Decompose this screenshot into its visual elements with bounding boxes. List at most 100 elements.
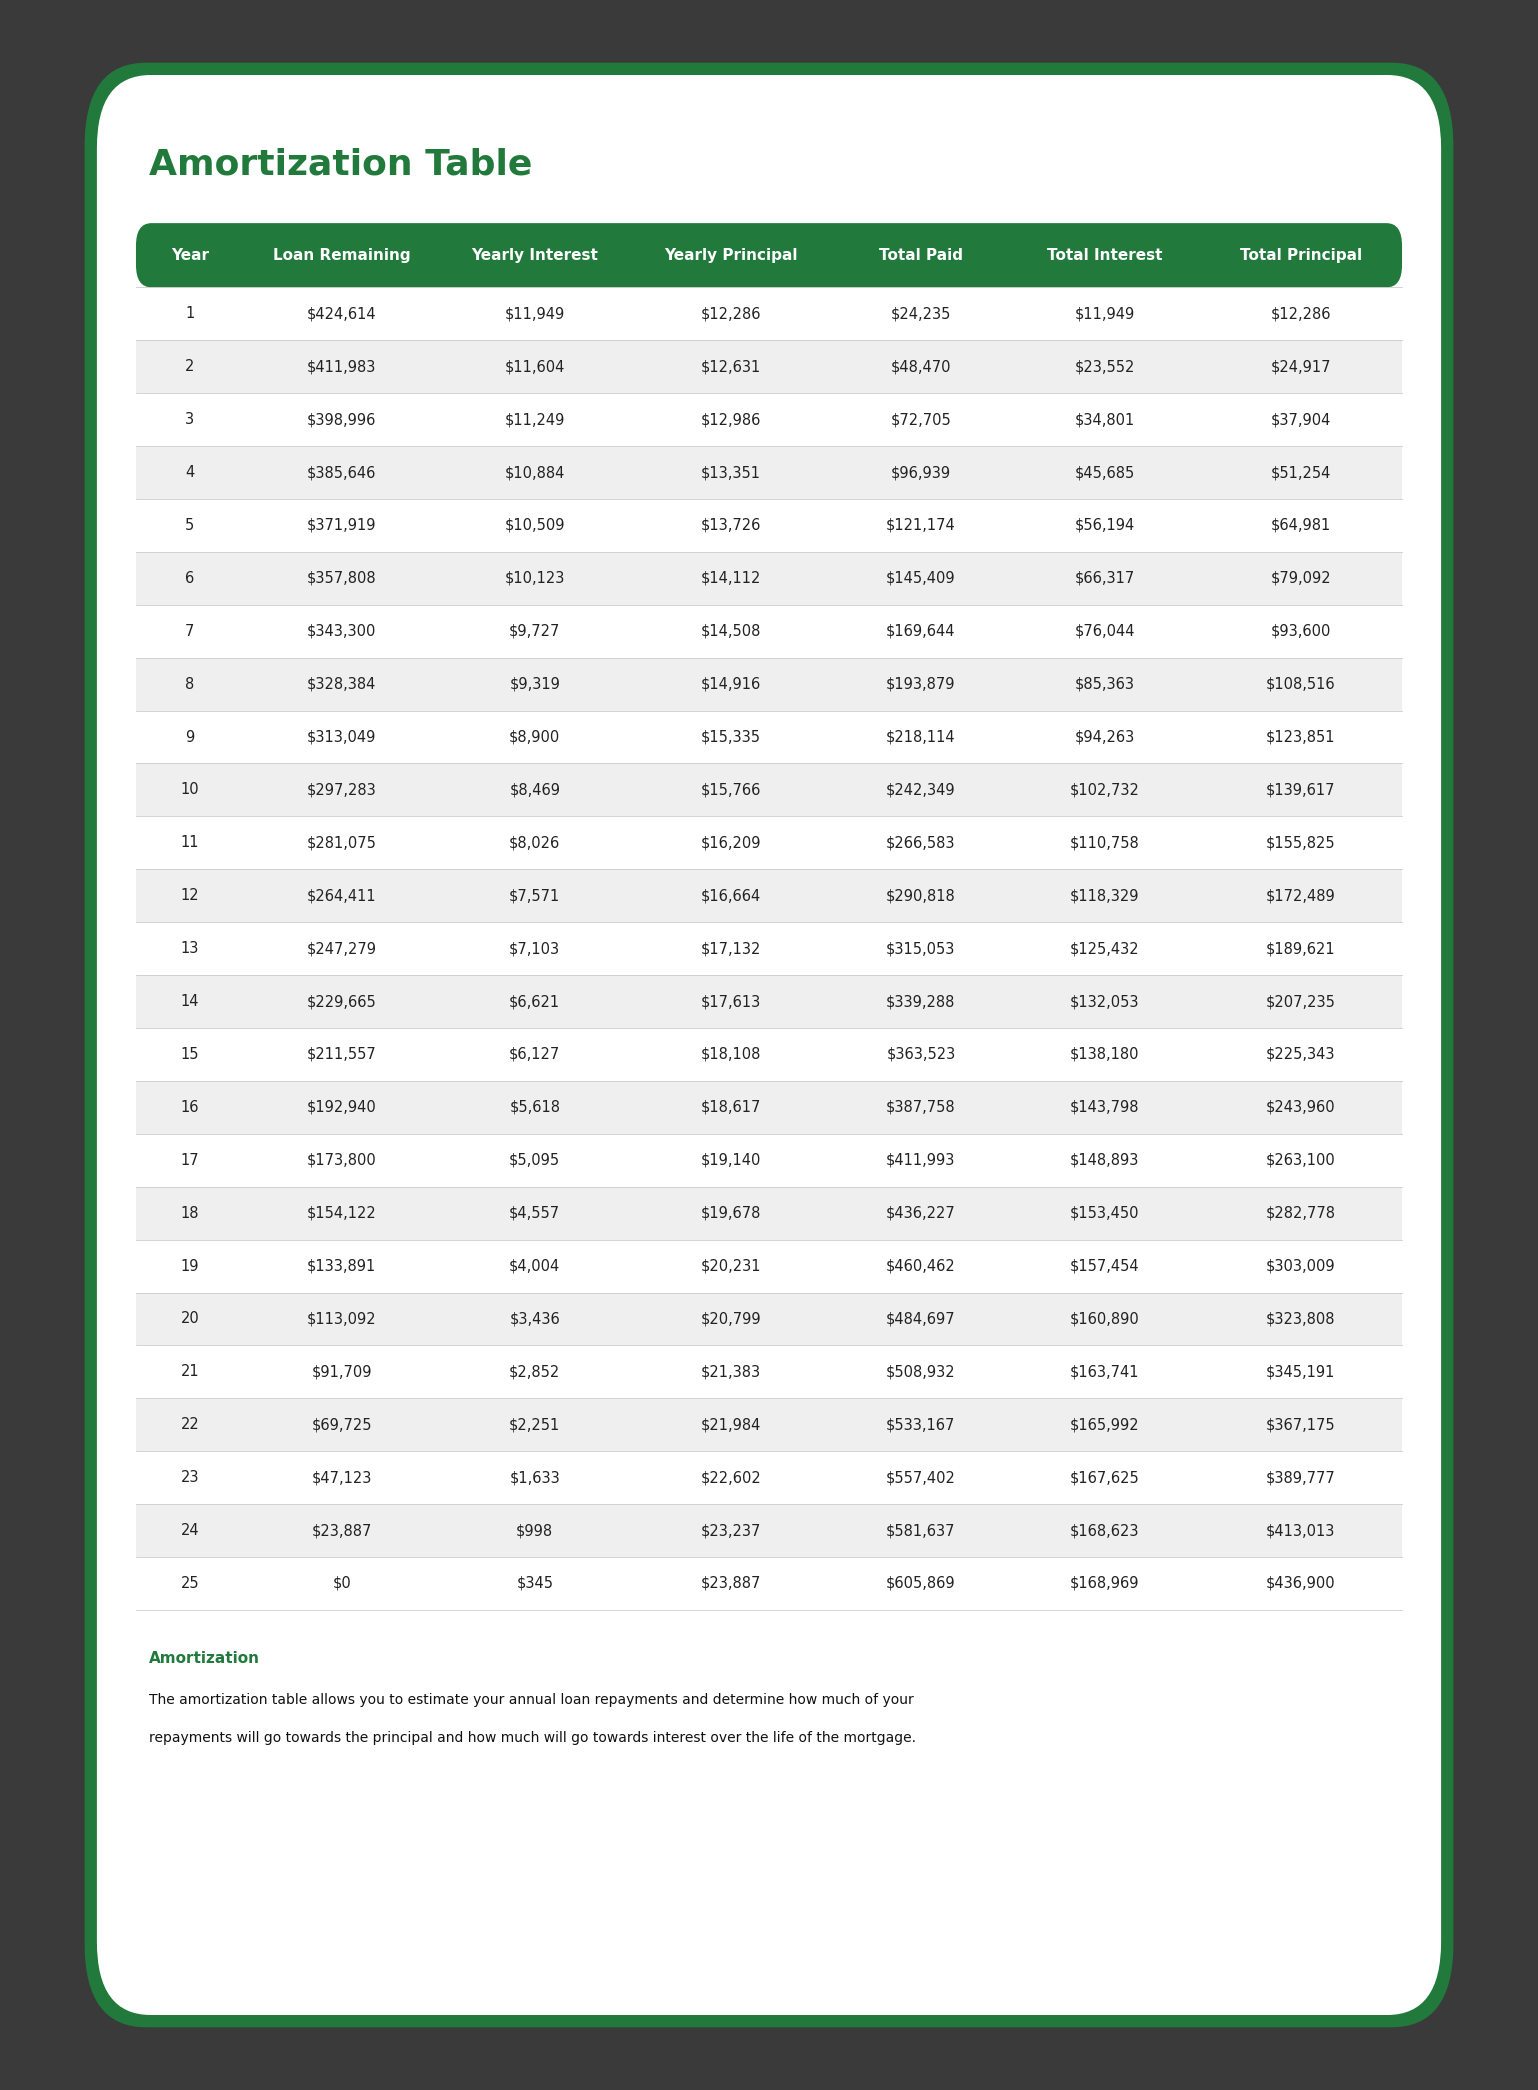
Text: $168,623: $168,623 xyxy=(1070,1524,1140,1538)
Text: $6,127: $6,127 xyxy=(509,1047,560,1062)
Text: $533,167: $533,167 xyxy=(886,1417,955,1432)
Text: Total Principal: Total Principal xyxy=(1240,249,1361,263)
Text: repayments will go towards the principal and how much will go towards interest o: repayments will go towards the principal… xyxy=(149,1731,915,1745)
Bar xyxy=(135,1292,1403,1346)
Text: $76,044: $76,044 xyxy=(1074,623,1135,640)
Text: $7,103: $7,103 xyxy=(509,940,560,955)
Text: $2,251: $2,251 xyxy=(509,1417,560,1432)
Text: 23: 23 xyxy=(180,1469,198,1486)
Text: $24,235: $24,235 xyxy=(891,307,950,322)
Text: $436,227: $436,227 xyxy=(886,1206,955,1221)
Text: $225,343: $225,343 xyxy=(1266,1047,1335,1062)
Text: $160,890: $160,890 xyxy=(1069,1310,1140,1327)
Text: Yearly Principal: Yearly Principal xyxy=(664,249,798,263)
Text: $47,123: $47,123 xyxy=(312,1469,372,1486)
Text: $11,949: $11,949 xyxy=(504,307,564,322)
Text: 22: 22 xyxy=(180,1417,198,1432)
Text: $193,879: $193,879 xyxy=(886,677,955,692)
Text: $460,462: $460,462 xyxy=(886,1258,955,1273)
Bar xyxy=(135,1346,1403,1398)
Text: $14,916: $14,916 xyxy=(701,677,761,692)
Text: $121,174: $121,174 xyxy=(886,518,955,533)
Bar xyxy=(135,1081,1403,1133)
Text: $133,891: $133,891 xyxy=(308,1258,377,1273)
Text: $290,818: $290,818 xyxy=(886,888,955,903)
Text: $243,960: $243,960 xyxy=(1266,1099,1335,1114)
FancyBboxPatch shape xyxy=(135,224,1403,286)
Text: $323,808: $323,808 xyxy=(1266,1310,1335,1327)
Text: $371,919: $371,919 xyxy=(308,518,377,533)
Text: $5,095: $5,095 xyxy=(509,1154,560,1168)
Text: $17,132: $17,132 xyxy=(701,940,761,955)
Text: $9,319: $9,319 xyxy=(509,677,560,692)
Text: $24,917: $24,917 xyxy=(1270,359,1330,374)
Text: $281,075: $281,075 xyxy=(306,836,377,851)
Text: Total Interest: Total Interest xyxy=(1047,249,1163,263)
Text: $0: $0 xyxy=(332,1576,351,1590)
Text: Total Paid: Total Paid xyxy=(878,249,963,263)
Text: Year: Year xyxy=(171,249,209,263)
Bar xyxy=(135,393,1403,445)
Text: $93,600: $93,600 xyxy=(1270,623,1330,640)
Text: $37,904: $37,904 xyxy=(1270,412,1330,426)
Text: $172,489: $172,489 xyxy=(1266,888,1335,903)
Text: $14,508: $14,508 xyxy=(701,623,761,640)
Text: $424,614: $424,614 xyxy=(308,307,377,322)
Text: $163,741: $163,741 xyxy=(1070,1365,1140,1379)
Text: $91,709: $91,709 xyxy=(312,1365,372,1379)
Text: $998: $998 xyxy=(517,1524,554,1538)
Text: $22,602: $22,602 xyxy=(701,1469,761,1486)
Text: 16: 16 xyxy=(180,1099,198,1114)
Text: $45,685: $45,685 xyxy=(1075,464,1135,481)
Bar xyxy=(135,817,1403,869)
Text: $315,053: $315,053 xyxy=(886,940,955,955)
Text: $328,384: $328,384 xyxy=(308,677,377,692)
Text: 17: 17 xyxy=(180,1154,198,1168)
Text: $51,254: $51,254 xyxy=(1270,464,1330,481)
Text: 19: 19 xyxy=(180,1258,198,1273)
Text: $14,112: $14,112 xyxy=(701,571,761,585)
Text: $6,621: $6,621 xyxy=(509,995,560,1009)
FancyBboxPatch shape xyxy=(85,63,1453,2027)
Bar xyxy=(135,1398,1403,1450)
Text: $264,411: $264,411 xyxy=(308,888,377,903)
Text: $282,778: $282,778 xyxy=(1266,1206,1337,1221)
Text: $436,900: $436,900 xyxy=(1266,1576,1335,1590)
Text: $313,049: $313,049 xyxy=(308,729,377,744)
Text: $11,604: $11,604 xyxy=(504,359,564,374)
Text: $581,637: $581,637 xyxy=(886,1524,955,1538)
Text: $218,114: $218,114 xyxy=(886,729,955,744)
Text: 8: 8 xyxy=(185,677,194,692)
Bar xyxy=(135,341,1403,393)
Bar xyxy=(135,922,1403,976)
Text: 14: 14 xyxy=(180,995,198,1009)
Bar xyxy=(135,1505,1403,1557)
Text: $10,509: $10,509 xyxy=(504,518,564,533)
Text: $385,646: $385,646 xyxy=(308,464,377,481)
Bar xyxy=(135,1450,1403,1505)
Text: $113,092: $113,092 xyxy=(308,1310,377,1327)
Text: $411,983: $411,983 xyxy=(308,359,377,374)
Bar xyxy=(135,1133,1403,1187)
Text: $4,557: $4,557 xyxy=(509,1206,560,1221)
Text: $8,900: $8,900 xyxy=(509,729,560,744)
Text: $303,009: $303,009 xyxy=(1266,1258,1335,1273)
Text: $21,984: $21,984 xyxy=(701,1417,761,1432)
Text: $34,801: $34,801 xyxy=(1075,412,1135,426)
Text: $207,235: $207,235 xyxy=(1266,995,1335,1009)
FancyBboxPatch shape xyxy=(97,75,1441,2015)
Text: $4,004: $4,004 xyxy=(509,1258,560,1273)
Text: $79,092: $79,092 xyxy=(1270,571,1330,585)
Text: $23,552: $23,552 xyxy=(1075,359,1135,374)
Text: 18: 18 xyxy=(180,1206,198,1221)
Text: $357,808: $357,808 xyxy=(308,571,377,585)
Text: $17,613: $17,613 xyxy=(701,995,761,1009)
Text: $154,122: $154,122 xyxy=(306,1206,377,1221)
Text: $110,758: $110,758 xyxy=(1069,836,1140,851)
Text: The amortization table allows you to estimate your annual loan repayments and de: The amortization table allows you to est… xyxy=(149,1693,914,1708)
Text: $21,383: $21,383 xyxy=(701,1365,761,1379)
Text: $192,940: $192,940 xyxy=(306,1099,377,1114)
Text: $139,617: $139,617 xyxy=(1266,782,1335,798)
Text: $18,108: $18,108 xyxy=(701,1047,761,1062)
Text: 20: 20 xyxy=(180,1310,198,1327)
